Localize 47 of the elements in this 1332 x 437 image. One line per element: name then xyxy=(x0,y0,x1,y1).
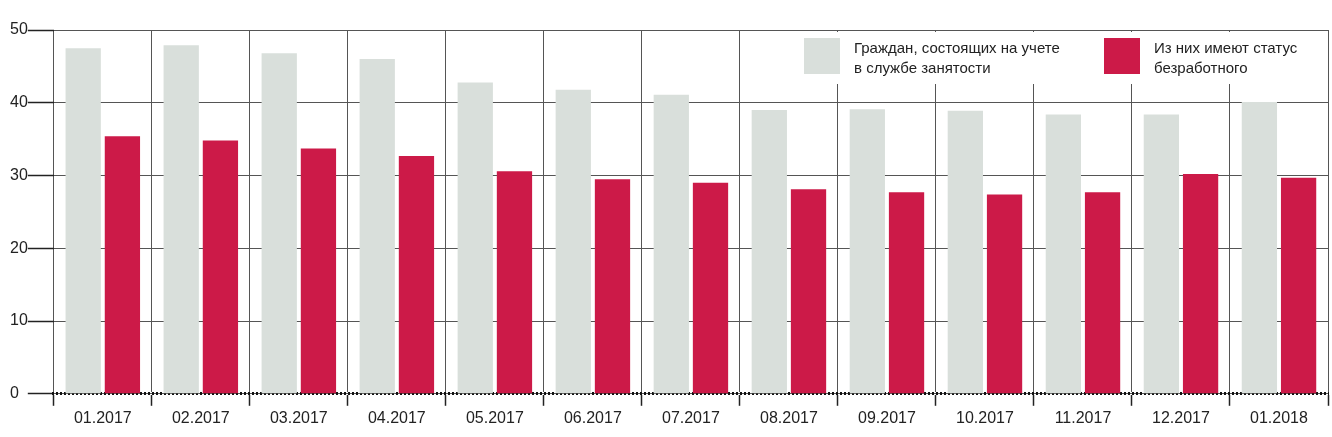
bar xyxy=(496,171,533,394)
bar xyxy=(163,45,199,394)
bar xyxy=(202,140,239,394)
bar xyxy=(986,194,1023,394)
legend-label: Граждан, состоящих на учете в службе занятости xyxy=(854,38,1061,78)
bar xyxy=(555,89,591,394)
legend-label: Из них имеют статус безработного xyxy=(1154,38,1299,78)
bar xyxy=(1280,177,1317,394)
bar xyxy=(888,192,925,394)
x-tick-label: 12.2017 xyxy=(1152,408,1210,426)
bar xyxy=(790,189,827,394)
x-tick-label: 07.2017 xyxy=(661,408,720,426)
x-tick-label: 05.2017 xyxy=(465,408,524,426)
bar xyxy=(1241,102,1278,394)
bar xyxy=(300,148,337,394)
y-tick-label: 30 xyxy=(10,165,28,183)
bar xyxy=(849,109,885,394)
y-tick-label: 0 xyxy=(10,384,19,402)
bar xyxy=(261,53,297,394)
x-tick-label: 10.2017 xyxy=(956,408,1014,426)
bar xyxy=(1182,174,1219,394)
bar xyxy=(457,82,493,394)
bar xyxy=(947,110,983,394)
x-tick-label: 11.2017 xyxy=(1054,408,1112,426)
bar xyxy=(594,179,631,394)
bar xyxy=(1045,114,1081,394)
x-tick-label: 01.2018 xyxy=(1250,408,1309,426)
x-tick-label: 01.2017 xyxy=(73,408,132,426)
bar xyxy=(398,155,435,394)
x-tick-label: 08.2017 xyxy=(759,408,818,426)
y-tick-label: 10 xyxy=(10,311,28,329)
x-tick-label: 06.2017 xyxy=(563,408,622,426)
x-tick-label: 09.2017 xyxy=(858,408,916,426)
y-tick-label: 40 xyxy=(10,93,28,111)
x-tick-label: 03.2017 xyxy=(269,408,328,426)
x-tick-label: 04.2017 xyxy=(367,408,426,426)
bar xyxy=(104,136,141,394)
x-tick-label: 02.2017 xyxy=(171,408,230,426)
bar xyxy=(65,48,101,394)
bar xyxy=(653,94,689,394)
y-tick-label: 50 xyxy=(10,20,28,38)
bar xyxy=(692,182,729,394)
y-tick-label: 20 xyxy=(10,238,28,256)
bar xyxy=(751,110,787,394)
bar xyxy=(1143,114,1180,394)
bar xyxy=(359,59,395,394)
bar xyxy=(1084,192,1121,394)
